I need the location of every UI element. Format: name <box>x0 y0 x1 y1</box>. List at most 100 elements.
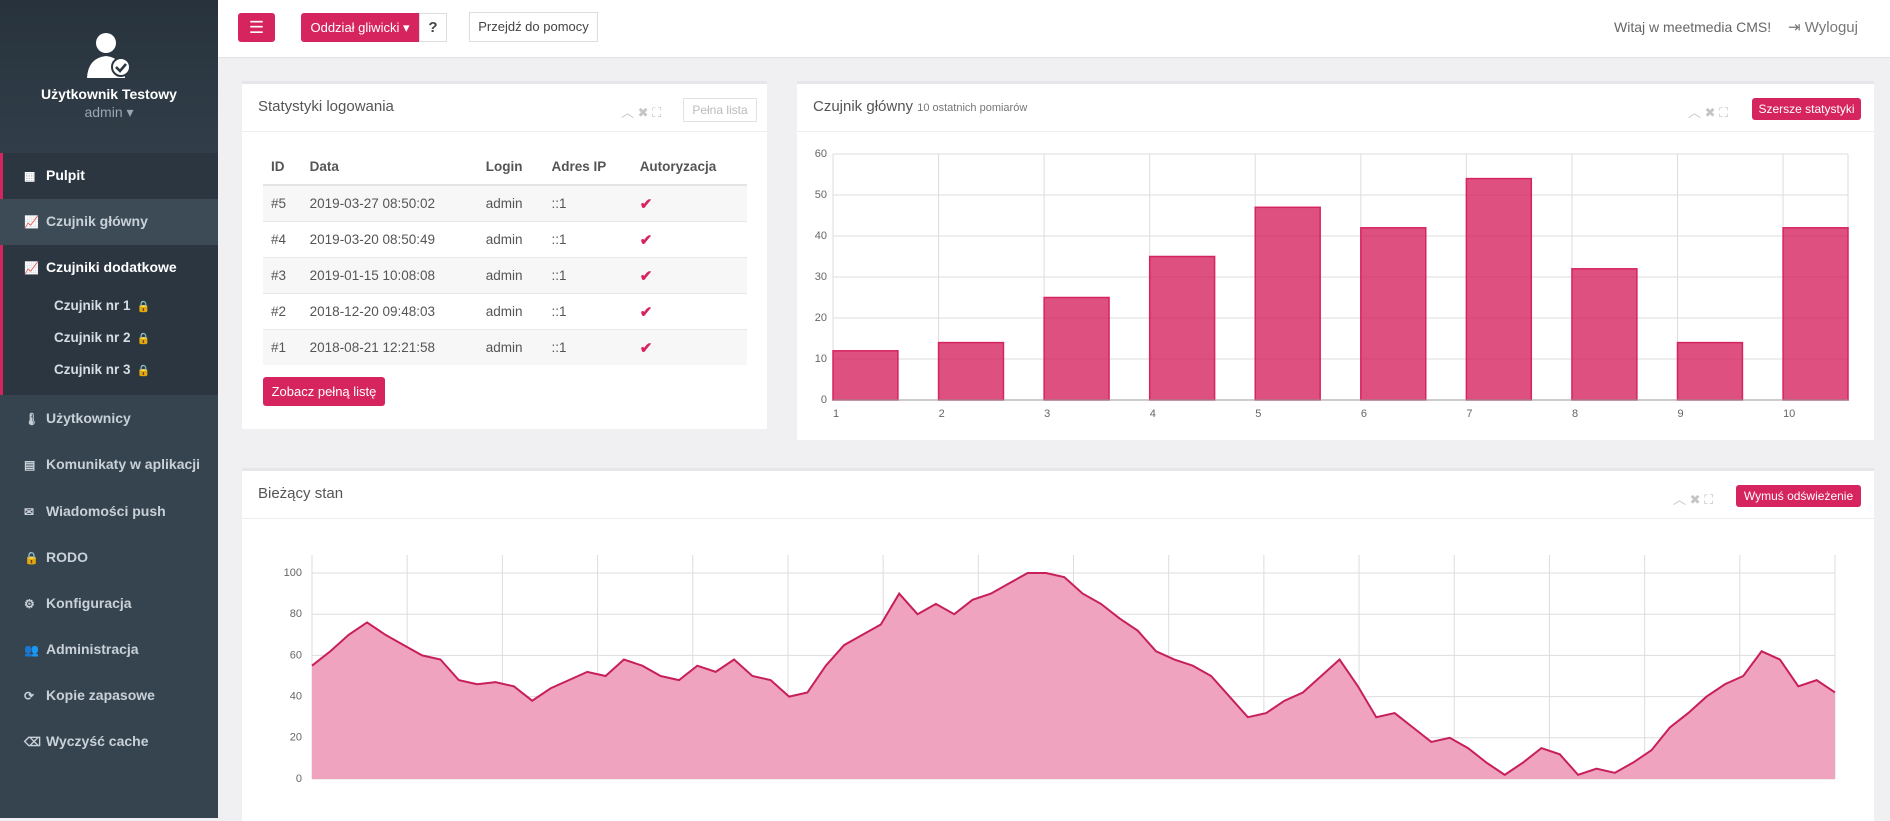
y-tick-label: 50 <box>815 189 827 201</box>
menu-item[interactable]: ⟳ Kopie zapasowe <box>24 687 155 703</box>
divider <box>242 131 767 132</box>
y-tick-label: 40 <box>815 230 827 242</box>
submenu-item[interactable]: Czujnik nr 2 🔒 <box>54 330 150 345</box>
login-panel: Statystyki logowania ︿ ✖ ⛶ Pełna lista I… <box>242 81 767 429</box>
stats-button[interactable]: Szersze statystyki <box>1752 98 1861 120</box>
refresh-button[interactable]: Wymuś odświeżenie <box>1736 485 1861 507</box>
menu-item[interactable]: ▦ Pulpit <box>24 167 85 183</box>
menu-item[interactable]: ⚙ Konfiguracja <box>24 595 132 611</box>
menu-item[interactable]: ▤ Komunikaty w aplikacji <box>24 456 200 472</box>
y-tick-label: 0 <box>296 773 302 785</box>
auth-cell: ✔ <box>631 257 747 294</box>
panel-title: Bieżący stan <box>258 485 344 502</box>
table-cell: admin <box>477 329 544 365</box>
menu-label[interactable]: Konfiguracja <box>46 595 132 611</box>
menu-item[interactable]: 📈 Czujnik główny <box>24 213 148 229</box>
table-row: #4 2019-03-20 08:50:49 admin::1 ✔ <box>263 221 747 258</box>
full-list-button[interactable]: Pełna lista <box>683 98 757 122</box>
menu-item[interactable]: 👥 Administracja <box>24 641 139 657</box>
bar <box>1676 341 1744 401</box>
table-cell: admin <box>477 257 544 294</box>
panel-controls[interactable]: ︿ ✖ ⛶ <box>621 105 662 120</box>
auth-cell: ✔ <box>631 329 747 365</box>
table-body: #5 2019-03-27 08:50:02 admin::1 ✔ #4 2019-03-… <box>263 184 747 365</box>
menu-label[interactable]: Czujnik nr 1 <box>54 298 131 313</box>
menu-icon: ▦ <box>24 169 36 183</box>
column-header: Adres IP <box>543 149 632 186</box>
x-tick-label: 2 <box>939 408 945 420</box>
menu-icon: 📈 <box>24 261 39 275</box>
x-tick-label: 4 <box>1150 408 1156 420</box>
menu-label[interactable]: RODO <box>46 549 88 565</box>
logout-text[interactable]: Wyloguj <box>1804 19 1858 36</box>
see-list-button[interactable]: Zobacz pełną listę <box>263 377 385 406</box>
branch-text[interactable]: Oddział gliwicki <box>310 20 400 35</box>
table-row: #2 2018-12-20 09:48:03 admin::1 ✔ <box>263 293 747 330</box>
menu-label[interactable]: Wyczyść cache <box>46 733 149 749</box>
help-button[interactable]: Przejdź do pomocy <box>469 12 598 42</box>
user-role[interactable]: admin ▾ <box>84 104 134 120</box>
table-cell: #5 <box>263 184 302 222</box>
y-tick-label: 30 <box>815 271 827 283</box>
auth-cell: ✔ <box>631 184 747 222</box>
auth-cell: ✔ <box>631 293 747 330</box>
menu-item[interactable]: 📈 Czujniki dodatkowe <box>24 259 177 275</box>
menu-label[interactable]: Czujnik główny <box>46 213 148 229</box>
bar-chart: 0 10 20 30 40 50 60 1 2 3 4 5 6 7 8 9 10 <box>815 148 1849 420</box>
menu-label[interactable]: Czujniki dodatkowe <box>46 259 177 275</box>
menu-icon: 👥 <box>24 643 39 657</box>
bar <box>1254 206 1321 401</box>
menu-label[interactable]: Użytkownicy <box>46 410 131 426</box>
submenu-item[interactable]: Czujnik nr 1 🔒 <box>54 298 150 313</box>
lock-icon: 🔒 <box>136 333 151 345</box>
column-header: ID <box>263 149 302 186</box>
user-role-text[interactable]: admin <box>84 104 123 120</box>
logout[interactable]: ⇥ Wyloguj <box>1788 19 1858 36</box>
menu-icon: 🌡 <box>24 412 40 426</box>
menu-icon: ⟳ <box>24 689 35 703</box>
menu-icon: ▤ <box>24 458 36 472</box>
bar <box>1360 227 1427 401</box>
menu-item[interactable]: ⌫ Wyczyść cache <box>24 733 148 749</box>
x-tick-label: 9 <box>1678 408 1684 420</box>
menu-label[interactable]: Wiadomości push <box>46 503 166 519</box>
menu-icon: 📈 <box>24 215 39 229</box>
menu-label[interactable]: Pulpit <box>46 167 85 183</box>
panel-controls[interactable]: ︿ ✖ ⛶ <box>1673 492 1714 507</box>
menu-icon: ✉ <box>24 505 35 519</box>
bar <box>937 341 1005 401</box>
user-name: Użytkownik Testowy <box>41 86 177 102</box>
menu-item[interactable]: ✉ Wiadomości push <box>24 503 166 519</box>
table-cell: #4 <box>263 221 302 258</box>
bar <box>1148 255 1216 401</box>
menu-label[interactable]: Komunikaty w aplikacji <box>46 456 201 472</box>
table-cell: 2018-08-21 12:21:58 <box>301 329 478 365</box>
table-cell: ::1 <box>543 221 632 258</box>
topbar: ☰ Oddział gliwicki ▾ ? Przejdź do pomocy… <box>218 0 1890 58</box>
menu-toggle[interactable]: ☰ <box>238 13 275 42</box>
panel-title: Statystyki logowania <box>258 98 394 115</box>
branch-dropdown[interactable]: Oddział gliwicki ▾ <box>301 13 419 42</box>
submenu-item[interactable]: Czujnik nr 3 🔒 <box>54 362 150 377</box>
table-cell: ::1 <box>543 257 632 294</box>
table-cell: #1 <box>263 329 302 365</box>
y-tick-label: 60 <box>815 148 827 160</box>
menu-label[interactable]: Kopie zapasowe <box>46 687 155 703</box>
panel-controls[interactable]: ︿ ✖ ⛶ <box>1688 105 1729 120</box>
bar <box>1043 296 1110 401</box>
lock-icon: 🔒 <box>136 365 151 377</box>
y-tick-label: 80 <box>290 608 302 620</box>
sidebar: Użytkownik Testowy admin ▾ ▦ Pulpit 📈 Czujn… <box>0 0 218 818</box>
menu-label[interactable]: Administracja <box>46 641 139 657</box>
help-mark[interactable]: ? <box>419 13 447 42</box>
panel-title: Czujnik główny 10 ostatnich pomiarów <box>813 98 1027 115</box>
menu-label[interactable]: Czujnik nr 2 <box>54 330 131 345</box>
x-tick-label: 6 <box>1361 408 1367 420</box>
area-fill <box>312 573 1835 779</box>
table-cell: admin <box>477 221 544 258</box>
menu-item[interactable]: 🌡 Użytkownicy <box>24 410 131 426</box>
menu-label[interactable]: Czujnik nr 3 <box>54 362 131 377</box>
menu-item[interactable]: 🔒 RODO <box>24 549 88 565</box>
panel-title-text: Czujnik główny <box>813 98 914 115</box>
